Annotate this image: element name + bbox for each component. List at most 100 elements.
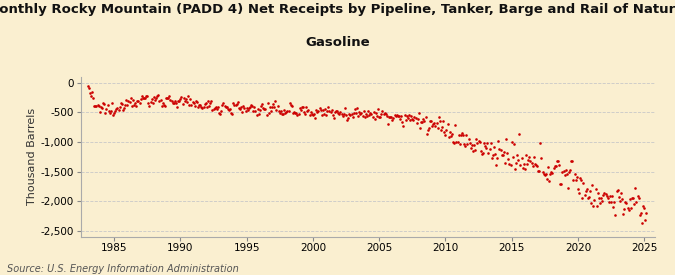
Point — [599, 191, 610, 196]
Point — [105, 108, 116, 113]
Point — [326, 108, 337, 112]
Point — [310, 116, 321, 120]
Point — [218, 101, 229, 106]
Point — [251, 113, 262, 118]
Point — [394, 114, 404, 119]
Point — [296, 108, 306, 112]
Point — [466, 143, 477, 147]
Point — [414, 111, 425, 115]
Point — [121, 98, 132, 102]
Point — [275, 109, 286, 113]
Point — [481, 146, 491, 150]
Point — [504, 162, 515, 167]
Point — [392, 114, 403, 119]
Point — [449, 140, 460, 145]
Point — [114, 105, 125, 109]
Point — [580, 189, 591, 193]
Point — [194, 103, 205, 107]
Point — [603, 199, 614, 204]
Point — [547, 171, 558, 175]
Point — [483, 151, 494, 155]
Point — [622, 206, 633, 210]
Point — [344, 112, 355, 116]
Point — [208, 107, 219, 111]
Point — [229, 103, 240, 107]
Point — [232, 102, 242, 107]
Point — [628, 196, 639, 200]
Point — [188, 101, 199, 105]
Point — [595, 196, 606, 200]
Point — [588, 204, 599, 209]
Point — [425, 119, 435, 123]
Point — [446, 134, 456, 138]
Point — [267, 104, 277, 109]
Text: Source: U.S. Energy Information Administration: Source: U.S. Energy Information Administ… — [7, 264, 238, 274]
Point — [484, 147, 495, 151]
Point — [402, 116, 413, 120]
Point — [585, 189, 595, 193]
Point — [95, 110, 105, 115]
Point — [113, 108, 124, 112]
Point — [491, 163, 502, 167]
Point — [192, 105, 203, 109]
Point — [126, 104, 137, 108]
Point — [383, 122, 394, 127]
Point — [130, 101, 140, 106]
Point — [291, 111, 302, 116]
Point — [273, 109, 284, 114]
Point — [124, 100, 135, 104]
Point — [239, 106, 250, 111]
Point — [286, 104, 297, 108]
Point — [482, 141, 493, 145]
Point — [390, 114, 401, 118]
Point — [454, 142, 465, 146]
Point — [103, 109, 114, 113]
Point — [356, 111, 367, 115]
Point — [199, 101, 210, 106]
Point — [442, 122, 453, 127]
Point — [360, 112, 371, 116]
Point — [566, 159, 576, 163]
Point — [315, 108, 326, 112]
Point — [423, 128, 433, 132]
Point — [277, 112, 288, 116]
Point — [359, 115, 370, 120]
Point — [336, 112, 347, 116]
Point — [428, 122, 439, 126]
Point — [216, 108, 227, 113]
Point — [159, 103, 170, 108]
Point — [223, 107, 234, 111]
Point — [355, 112, 366, 116]
Point — [614, 199, 625, 204]
Point — [272, 104, 283, 108]
Point — [142, 94, 153, 98]
Point — [298, 110, 309, 115]
Point — [317, 113, 327, 117]
Point — [364, 113, 375, 117]
Point — [89, 104, 100, 108]
Point — [510, 166, 520, 171]
Point — [511, 161, 522, 166]
Point — [619, 207, 630, 211]
Point — [609, 200, 620, 204]
Point — [529, 155, 539, 160]
Point — [294, 106, 305, 111]
Point — [119, 103, 130, 108]
Point — [617, 197, 628, 202]
Point — [525, 158, 536, 163]
Point — [184, 103, 194, 107]
Point — [163, 96, 173, 101]
Point — [350, 111, 361, 116]
Point — [562, 185, 573, 190]
Point — [537, 170, 548, 175]
Point — [253, 112, 264, 117]
Point — [327, 113, 338, 118]
Point — [105, 111, 115, 115]
Point — [387, 117, 398, 122]
Point — [215, 112, 225, 116]
Point — [389, 113, 400, 117]
Point — [451, 139, 462, 144]
Point — [329, 110, 340, 114]
Point — [164, 94, 175, 98]
Point — [634, 213, 645, 217]
